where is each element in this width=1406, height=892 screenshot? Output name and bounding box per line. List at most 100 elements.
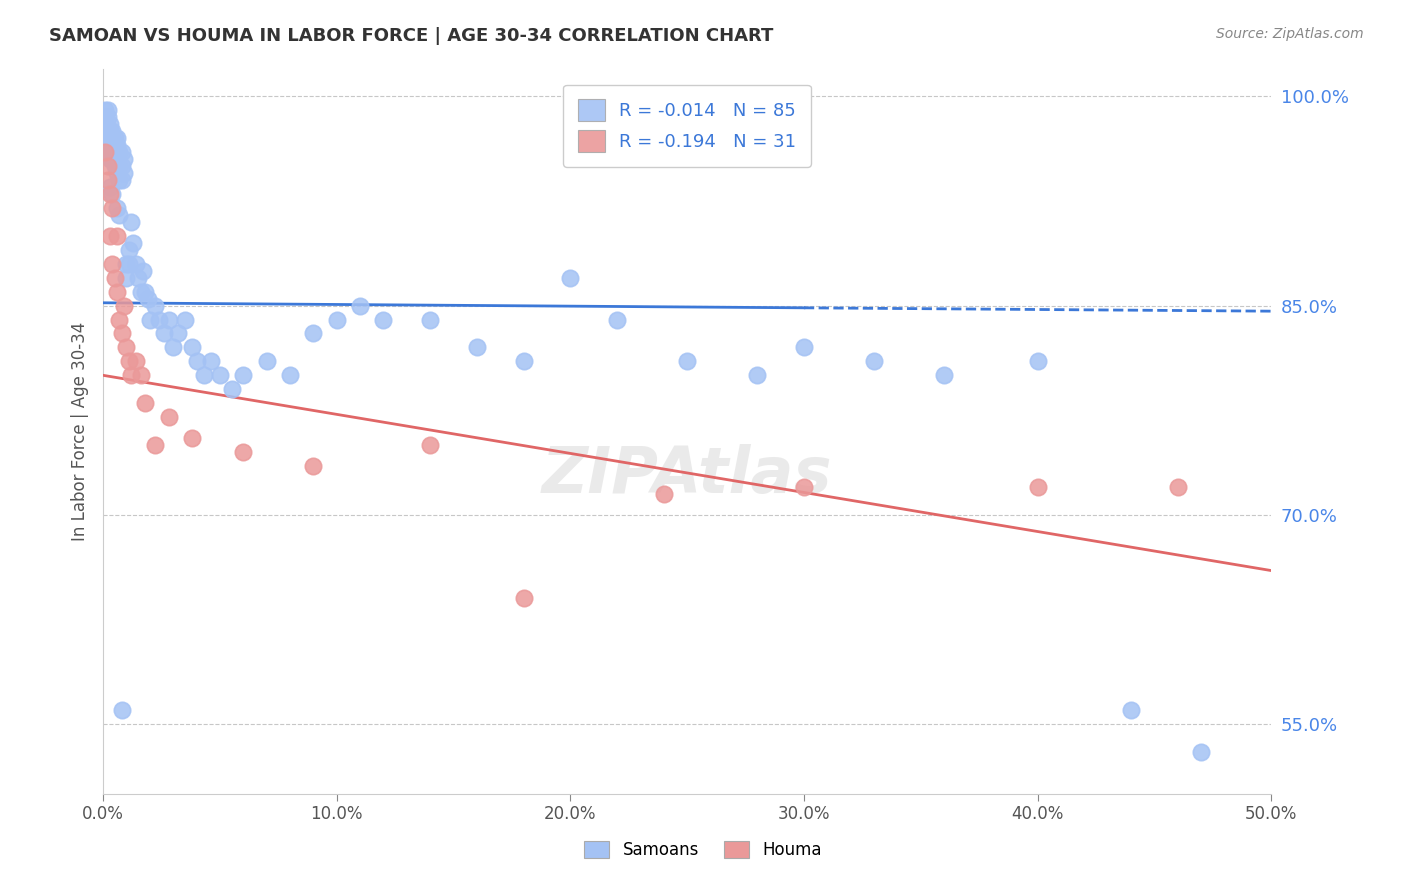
Point [186, 354, 208, 368]
Point [193, 368, 215, 383]
Point [232, 445, 254, 459]
Point [129, 368, 152, 383]
Point [101, 131, 124, 145]
Point [120, 215, 142, 229]
Point [98, 187, 121, 202]
Point [98, 180, 121, 194]
Point [148, 312, 170, 326]
Point [105, 166, 128, 180]
Point [1026, 480, 1049, 494]
Point [94, 131, 117, 145]
Point [94, 124, 117, 138]
Point [105, 138, 128, 153]
Point [162, 340, 184, 354]
Point [108, 208, 131, 222]
Point [104, 270, 127, 285]
Point [111, 703, 134, 717]
Point [97, 103, 120, 118]
Point [101, 257, 124, 271]
Point [97, 111, 120, 125]
Y-axis label: In Labor Force | Age 30-34: In Labor Force | Age 30-34 [72, 321, 89, 541]
Point [232, 368, 254, 383]
Point [101, 201, 124, 215]
Point [115, 270, 138, 285]
Point [932, 368, 955, 383]
Point [676, 354, 699, 368]
Point [97, 173, 120, 187]
Point [105, 228, 128, 243]
Point [419, 312, 441, 326]
Point [325, 312, 347, 326]
Point [94, 145, 117, 160]
Point [111, 145, 134, 160]
Point [157, 410, 180, 425]
Point [105, 152, 128, 166]
Point [101, 187, 124, 202]
Point [112, 166, 135, 180]
Point [101, 152, 124, 166]
Point [105, 131, 128, 145]
Point [94, 103, 117, 118]
Text: ZIPAtlas: ZIPAtlas [541, 443, 832, 506]
Point [652, 487, 675, 501]
Point [1119, 703, 1142, 717]
Point [180, 431, 202, 445]
Point [180, 340, 202, 354]
Point [111, 159, 134, 173]
Point [115, 257, 138, 271]
Point [560, 270, 582, 285]
Point [98, 152, 121, 166]
Point [302, 458, 325, 473]
Point [108, 312, 131, 326]
Legend: Samoans, Houma: Samoans, Houma [578, 834, 828, 866]
Point [221, 382, 243, 396]
Point [98, 117, 121, 131]
Legend: R = -0.014   N = 85, R = -0.194   N = 31: R = -0.014 N = 85, R = -0.194 N = 31 [564, 85, 811, 167]
Point [94, 111, 117, 125]
Point [101, 145, 124, 160]
Point [97, 138, 120, 153]
Point [349, 299, 371, 313]
Point [747, 368, 769, 383]
Point [108, 173, 131, 187]
Point [419, 438, 441, 452]
Point [111, 326, 134, 341]
Point [94, 117, 117, 131]
Point [98, 131, 121, 145]
Point [104, 159, 127, 173]
Point [1189, 745, 1212, 759]
Point [208, 368, 231, 383]
Point [111, 173, 134, 187]
Point [112, 299, 135, 313]
Point [302, 326, 325, 341]
Point [127, 270, 149, 285]
Point [105, 201, 128, 215]
Point [118, 354, 141, 368]
Point [606, 312, 628, 326]
Point [98, 228, 121, 243]
Point [173, 312, 195, 326]
Text: SAMOAN VS HOUMA IN LABOR FORCE | AGE 30-34 CORRELATION CHART: SAMOAN VS HOUMA IN LABOR FORCE | AGE 30-… [49, 27, 773, 45]
Point [793, 340, 815, 354]
Text: Source: ZipAtlas.com: Source: ZipAtlas.com [1216, 27, 1364, 41]
Point [134, 396, 156, 410]
Point [125, 257, 148, 271]
Point [104, 145, 127, 160]
Point [465, 340, 488, 354]
Point [278, 368, 301, 383]
Point [143, 438, 166, 452]
Point [97, 131, 120, 145]
Point [97, 159, 120, 173]
Point [98, 145, 121, 160]
Point [1167, 480, 1189, 494]
Point [105, 285, 128, 299]
Point [134, 285, 156, 299]
Point [108, 159, 131, 173]
Point [167, 326, 190, 341]
Point [118, 257, 141, 271]
Point [512, 591, 534, 606]
Point [118, 243, 141, 257]
Point [115, 340, 138, 354]
Point [512, 354, 534, 368]
Point [108, 145, 131, 160]
